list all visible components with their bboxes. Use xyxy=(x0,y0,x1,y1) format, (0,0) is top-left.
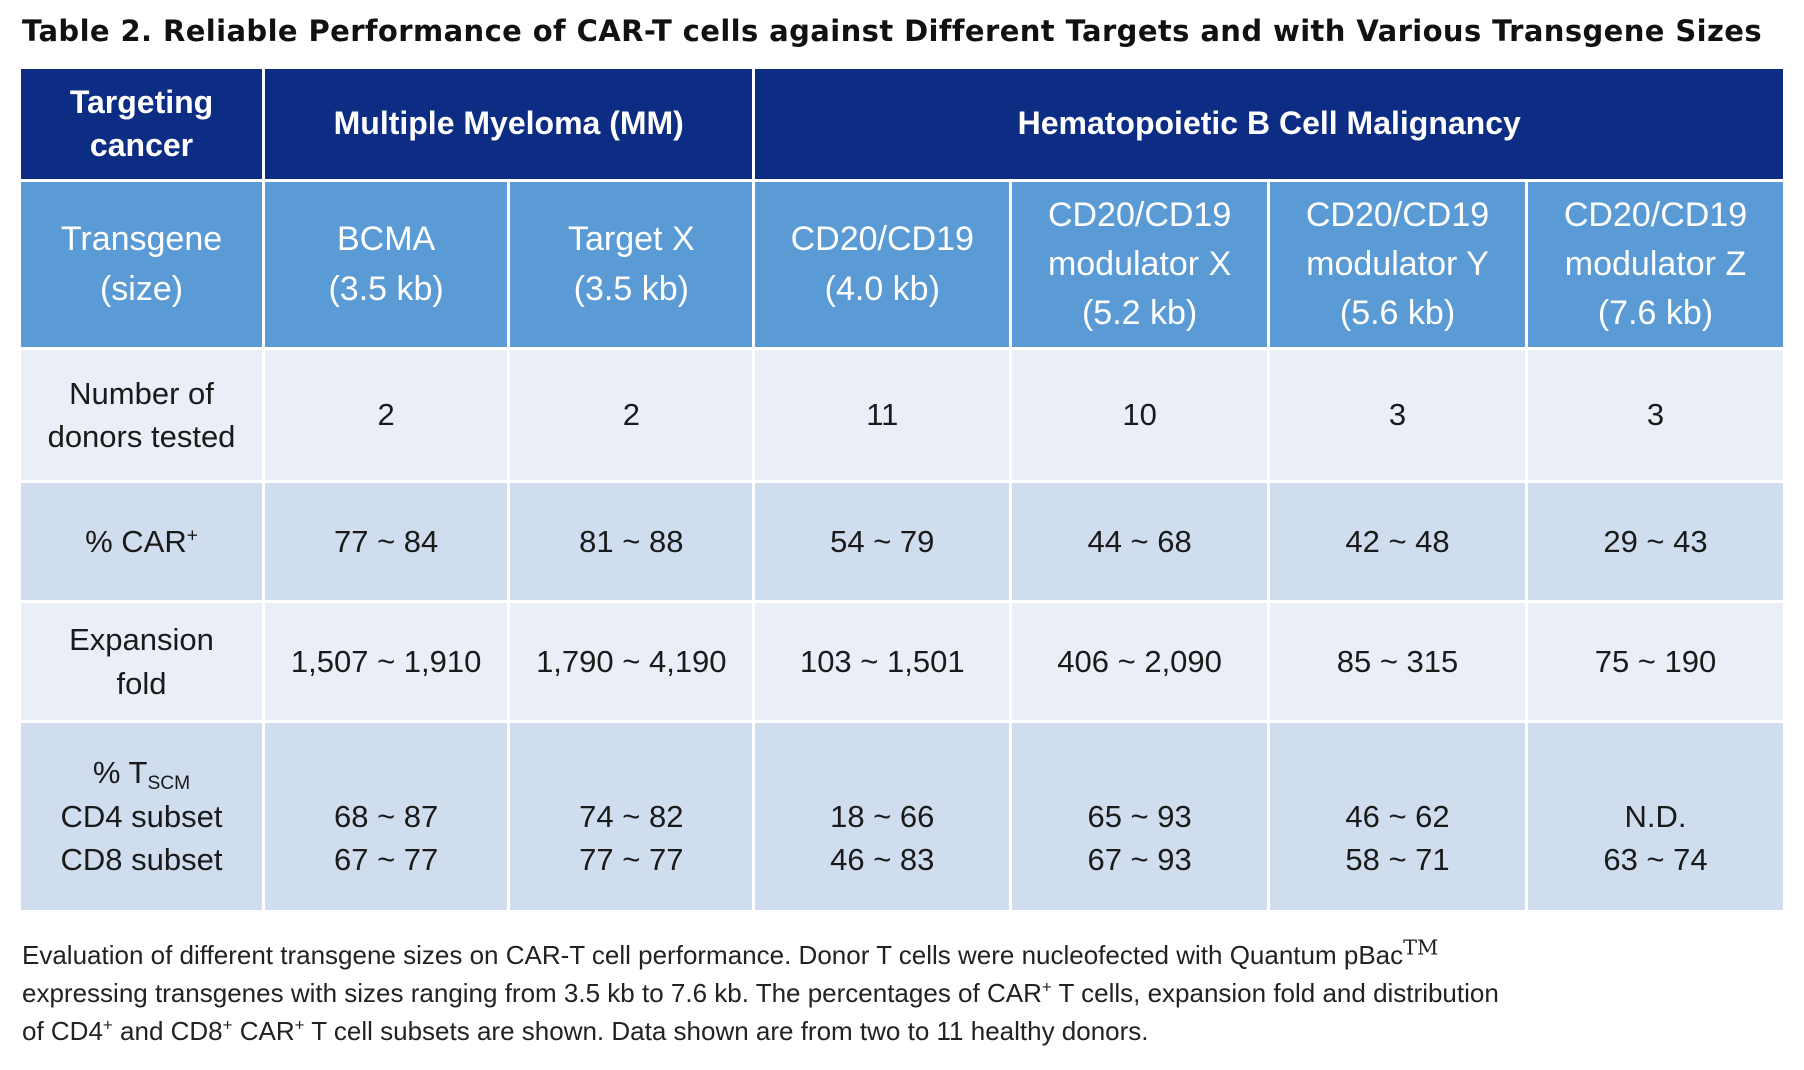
transgene-header-cell: CD20/CD19 modulator X (5.2 kb) xyxy=(1009,179,1271,350)
results-table: Targeting cancer Multiple Myeloma (MM) H… xyxy=(17,66,1787,913)
car-value-cell: 81 ~ 88 xyxy=(507,480,756,603)
spacer xyxy=(1016,751,1263,794)
expansion-value-cell: 1,790 ~ 4,190 xyxy=(507,600,756,723)
tscm-value-cell: 18 ~ 66 46 ~ 83 xyxy=(752,720,1013,913)
cd4-value: 18 ~ 66 xyxy=(830,798,935,834)
table-footnote: Evaluation of different transgene sizes … xyxy=(22,935,1499,1046)
transgene-header-cell: CD20/CD19 (4.0 kb) xyxy=(752,179,1013,350)
expansion-fold-row: Expansion fold 1,507 ~ 1,910 1,790 ~ 4,19… xyxy=(17,600,1787,723)
transgene-size: (3.5 kb) xyxy=(573,269,689,308)
transgene-name: modulator X xyxy=(1047,244,1232,283)
transgene-header-cell: CD20/CD19 modulator Y (5.6 kb) xyxy=(1267,179,1528,350)
header-row-cancer: Targeting cancer Multiple Myeloma (MM) H… xyxy=(17,66,1786,182)
expansion-value-cell: 406 ~ 2,090 xyxy=(1009,600,1271,723)
expansion-value-cell: 1,507 ~ 1,910 xyxy=(262,600,511,723)
donors-value-cell: 10 xyxy=(1009,347,1271,483)
donors-value-cell: 2 xyxy=(507,347,756,483)
transgene-header-cell: CD20/CD19 modulator Z (7.6 kb) xyxy=(1524,179,1787,350)
transgene-size: (4.0 kb) xyxy=(824,269,940,308)
car-value-cell: 54 ~ 79 xyxy=(752,480,1013,603)
tscm-value-cell: 74 ~ 82 77 ~ 77 xyxy=(507,720,756,913)
spacer xyxy=(1532,751,1779,794)
cd4-value: 46 ~ 62 xyxy=(1345,798,1450,834)
donors-value-cell: 3 xyxy=(1524,347,1787,483)
cd8-value: 77 ~ 77 xyxy=(579,842,684,878)
transgene-size: (3.5 kb) xyxy=(328,269,444,308)
cd8-value: 67 ~ 77 xyxy=(333,842,439,878)
cd8-value: 58 ~ 71 xyxy=(1345,842,1450,878)
tscm-value-cell: 46 ~ 62 58 ~ 71 xyxy=(1267,720,1528,913)
transgene-name: Target X xyxy=(568,220,695,259)
transgene-label-cell: Transgene (size) xyxy=(17,179,266,350)
expansion-value-cell: 75 ~ 190 xyxy=(1524,600,1787,723)
table-title: Table 2. Reliable Performance of CAR-T c… xyxy=(22,14,1762,48)
car-label-cell: % CAR+ xyxy=(17,480,266,603)
car-value-cell: 42 ~ 48 xyxy=(1267,480,1528,603)
tscm-value-cell: 65 ~ 93 67 ~ 93 xyxy=(1009,720,1271,913)
transgene-name: BCMA xyxy=(337,220,436,259)
donors-value-cell: 3 xyxy=(1267,347,1528,483)
car-value-cell: 77 ~ 84 xyxy=(262,480,511,603)
donors-label-cell: Number of donors tested xyxy=(17,347,266,483)
spacer xyxy=(269,751,503,794)
transgene-size: (7.6 kb) xyxy=(1597,294,1714,333)
tscm-row: % TSCM CD4 subset CD8 subset 68 ~ 87 67 ~… xyxy=(17,720,1787,913)
transgene-name: modulator Z xyxy=(1564,244,1747,283)
tscm-value-cell: 68 ~ 87 67 ~ 77 xyxy=(262,720,511,913)
car-percent-row: % CAR+ 77 ~ 84 81 ~ 88 54 ~ 79 44 ~ 68 42 ~ … xyxy=(17,480,1787,603)
spacer xyxy=(1274,751,1521,794)
cd4-value: 68 ~ 87 xyxy=(333,798,439,834)
cd8-value: 46 ~ 83 xyxy=(830,842,935,878)
targeting-cancer-header: Targeting cancer xyxy=(17,66,266,182)
cd4-value: 74 ~ 82 xyxy=(579,798,684,834)
transgene-name: CD20/CD19 xyxy=(1305,195,1490,234)
cd8-value: 63 ~ 74 xyxy=(1603,842,1708,878)
car-value-cell: 44 ~ 68 xyxy=(1009,480,1271,603)
mm-group-header: Multiple Myeloma (MM) xyxy=(262,66,756,182)
b-cell-group-header: Hematopoietic B Cell Malignancy xyxy=(752,66,1786,182)
expansion-label-cell: Expansion fold xyxy=(17,600,266,723)
expansion-value-cell: 85 ~ 315 xyxy=(1267,600,1528,723)
transgene-header-cell: BCMA (3.5 kb) xyxy=(262,179,511,350)
cd8-value: 67 ~ 93 xyxy=(1087,842,1192,878)
transgene-name: CD20/CD19 xyxy=(790,220,974,259)
tscm-label-cell: % TSCM CD4 subset CD8 subset xyxy=(17,720,266,913)
cd4-value: 65 ~ 93 xyxy=(1087,798,1192,834)
header-row-transgene: Transgene (size) BCMA (3.5 kb) Target X (3.… xyxy=(17,179,1787,350)
cd4-value: N.D. xyxy=(1624,798,1687,834)
expansion-value-cell: 103 ~ 1,501 xyxy=(752,600,1013,723)
donors-value-cell: 11 xyxy=(752,347,1013,483)
transgene-size: (5.2 kb) xyxy=(1081,294,1198,333)
spacer xyxy=(514,751,748,794)
transgene-name: CD20/CD19 xyxy=(1047,195,1232,234)
transgene-header-cell: Target X (3.5 kb) xyxy=(507,179,756,350)
spacer xyxy=(759,751,1005,794)
tscm-value-cell: N.D. 63 ~ 74 xyxy=(1524,720,1787,913)
transgene-size: (5.6 kb) xyxy=(1339,294,1456,333)
transgene-name: modulator Y xyxy=(1306,244,1489,283)
donors-row: Number of donors tested 2 2 11 10 3 3 xyxy=(17,347,1787,483)
transgene-name: CD20/CD19 xyxy=(1563,195,1748,234)
donors-value-cell: 2 xyxy=(262,347,511,483)
car-value-cell: 29 ~ 43 xyxy=(1524,480,1787,603)
